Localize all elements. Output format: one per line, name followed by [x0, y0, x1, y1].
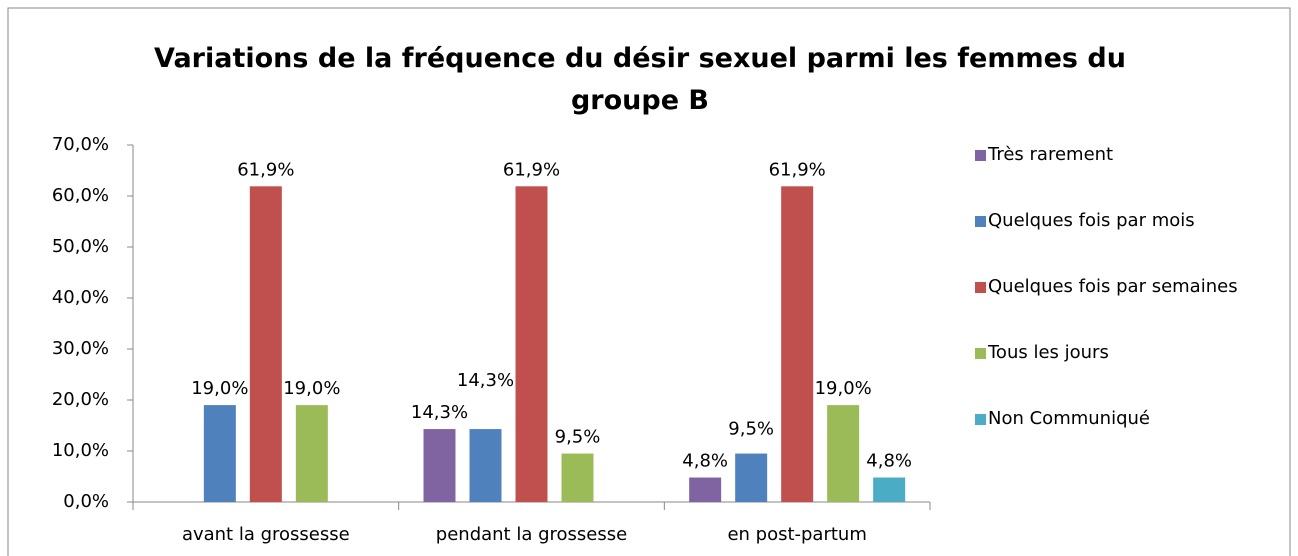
bar	[781, 186, 814, 502]
bar	[689, 477, 722, 502]
data-label: 61,9%	[769, 159, 826, 180]
data-label: 19,0%	[283, 378, 340, 399]
data-label: 19,0%	[191, 378, 248, 399]
y-tick-label: 40,0%	[52, 287, 109, 308]
data-label: 4,8%	[866, 451, 912, 472]
y-tick-label: 30,0%	[52, 338, 109, 359]
x-tick-label: avant la grossesse	[182, 524, 350, 545]
bar	[735, 453, 768, 502]
bar	[561, 453, 594, 502]
y-tick-label: 20,0%	[52, 389, 109, 410]
y-tick-label: 60,0%	[52, 185, 109, 206]
y-tick-label: 10,0%	[52, 440, 109, 461]
bar	[515, 186, 548, 502]
data-label: 9,5%	[555, 427, 601, 448]
legend-swatch	[975, 150, 986, 161]
bar	[873, 477, 906, 502]
data-label: 19,0%	[815, 378, 872, 399]
legend-swatch	[975, 348, 986, 359]
data-label: 14,3%	[457, 370, 514, 391]
legend-label: Tous les jours	[988, 342, 1109, 363]
y-tick-label: 70,0%	[52, 134, 109, 155]
y-tick-label: 0,0%	[63, 491, 109, 512]
data-label: 61,9%	[237, 159, 294, 180]
legend-swatch	[975, 216, 986, 227]
legend-label: Très rarement	[988, 144, 1114, 165]
bar	[203, 405, 236, 502]
bar	[295, 405, 328, 502]
x-tick-label: pendant la grossesse	[436, 524, 627, 545]
y-tick-label: 50,0%	[52, 236, 109, 257]
bar	[827, 405, 860, 502]
data-label: 61,9%	[503, 159, 560, 180]
data-label: 14,3%	[411, 402, 468, 423]
legend-label: Quelques fois par semaines	[988, 276, 1238, 297]
x-tick-label: en post-partum	[727, 524, 866, 545]
legend-label: Non Communiqué	[988, 408, 1150, 429]
bar	[469, 429, 502, 502]
bar	[423, 429, 456, 502]
bar	[249, 186, 282, 502]
data-label: 4,8%	[682, 451, 728, 472]
data-label: 9,5%	[728, 419, 774, 440]
legend-swatch	[975, 414, 986, 425]
chart-frame	[7, 7, 1291, 556]
legend-swatch	[975, 282, 986, 293]
chart-title: Variations de la fréquence du désir sexu…	[154, 43, 1126, 116]
legend-label: Quelques fois par mois	[988, 210, 1195, 231]
